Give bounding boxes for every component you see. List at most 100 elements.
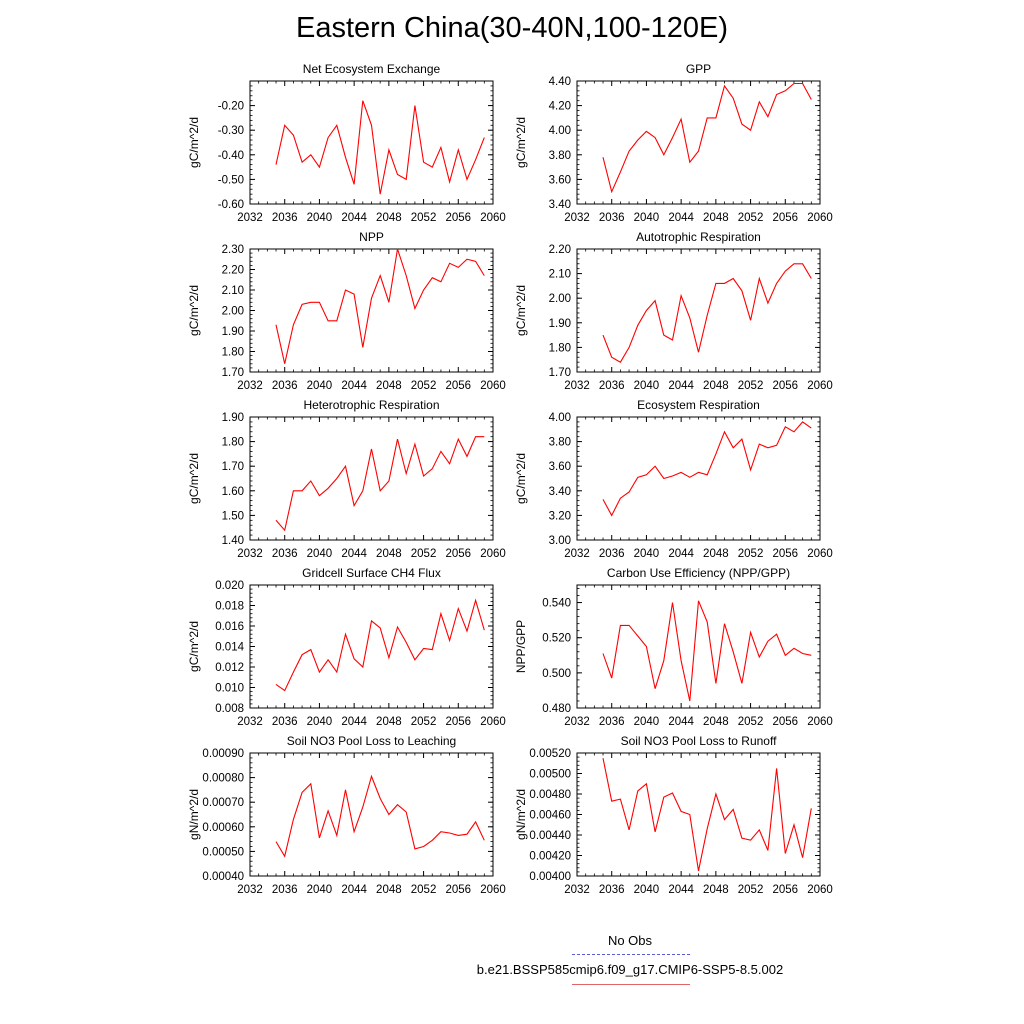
y-tick-label: 2.20: [222, 265, 244, 277]
x-tick-label: 2052: [738, 212, 764, 224]
x-tick-label: 2036: [272, 884, 298, 896]
series-line: [275, 248, 485, 364]
y-tick-label: 3.80: [549, 437, 571, 449]
series-line: [602, 600, 812, 702]
panel-title: Soil NO3 Pool Loss to Runoff: [621, 734, 778, 748]
x-tick-label: 2040: [307, 380, 333, 392]
y-tick-label: 1.80: [549, 342, 571, 354]
x-tick-label: 2040: [634, 548, 660, 560]
x-tick-label: 2040: [307, 212, 333, 224]
x-tick-label: 2048: [703, 548, 729, 560]
x-tick-label: 2036: [599, 884, 625, 896]
page-title: Eastern China(30-40N,100-120E): [295, 12, 729, 44]
y-tick-label: 0.018: [215, 601, 244, 613]
x-tick-label: 2032: [237, 884, 263, 896]
x-tick-label: 2040: [307, 884, 333, 896]
y-tick-label: 1.40: [222, 535, 244, 547]
y-tick-label: -0.20: [218, 101, 244, 113]
panel-title: GPP: [686, 62, 711, 76]
x-tick-label: 2048: [376, 548, 402, 560]
chart-panel-2: GPP gC/m^2/d 2032 2036 2040 2044 2048 2052 2056 2…: [514, 62, 833, 224]
y-tick-label: -0.50: [218, 174, 244, 186]
chart-panel-9: Soil NO3 Pool Loss to Leaching gN/m^2/d 20…: [187, 734, 506, 896]
x-tick-label: 2044: [668, 212, 694, 224]
y-tick-label: 0.00480: [529, 789, 571, 801]
legend-obs-line: [572, 954, 690, 955]
x-tick-label: 2040: [307, 716, 333, 728]
y-tick-label: -0.60: [218, 199, 244, 211]
x-tick-label: 2060: [807, 212, 833, 224]
panel-title: NPP: [359, 230, 384, 244]
x-tick-label: 2052: [738, 716, 764, 728]
x-tick-label: 2048: [703, 380, 729, 392]
y-axis-label: gC/m^2/d: [187, 621, 201, 672]
y-tick-label: 2.30: [222, 244, 244, 256]
x-tick-label: 2032: [237, 212, 263, 224]
x-tick-label: 2036: [272, 716, 298, 728]
y-tick-label: 0.020: [215, 580, 244, 592]
y-axis-label: gC/m^2/d: [514, 453, 528, 504]
x-tick-label: 2056: [445, 548, 471, 560]
x-tick-label: 2032: [564, 884, 590, 896]
y-tick-label: 0.008: [215, 703, 244, 715]
series-line: [275, 598, 485, 692]
legend-case-line: [572, 984, 690, 985]
y-tick-label: 2.00: [222, 306, 244, 318]
x-tick-label: 2056: [445, 884, 471, 896]
x-tick-label: 2056: [772, 548, 798, 560]
chart-panel-5: Heterotrophic Respiration gC/m^2/d 2032 203…: [187, 398, 506, 560]
x-tick-label: 2060: [807, 548, 833, 560]
y-tick-label: 0.014: [215, 642, 244, 654]
x-tick-label: 2048: [703, 716, 729, 728]
chart-panel-10: Soil NO3 Pool Loss to Runoff gN/m^2/d 2032…: [514, 734, 833, 896]
panel-title: Heterotrophic Respiration: [303, 398, 439, 412]
y-tick-label: 0.00050: [202, 846, 244, 858]
panel-title: Gridcell Surface CH4 Flux: [302, 566, 441, 580]
x-tick-label: 2052: [738, 380, 764, 392]
y-tick-label: 1.80: [222, 347, 244, 359]
plot-frame: [576, 752, 821, 877]
series-line: [602, 757, 812, 872]
y-tick-label: 3.60: [549, 461, 571, 473]
y-tick-label: 0.00090: [202, 748, 244, 760]
y-tick-label: -0.40: [218, 150, 244, 162]
chart-panel-3: NPP gC/m^2/d 2032 2036 2040 2044 2048 2052 2056 2…: [187, 230, 506, 392]
y-tick-label: 3.60: [549, 174, 571, 186]
y-tick-label: 1.70: [222, 461, 244, 473]
x-tick-label: 2036: [272, 212, 298, 224]
x-tick-label: 2060: [480, 212, 506, 224]
y-tick-label: 1.90: [222, 412, 244, 424]
y-axis-label: gC/m^2/d: [187, 117, 201, 168]
y-axis-label: gC/m^2/d: [514, 285, 528, 336]
x-tick-label: 2036: [599, 548, 625, 560]
y-tick-label: 2.10: [549, 269, 571, 281]
x-tick-label: 2052: [738, 548, 764, 560]
y-tick-label: 0.540: [542, 598, 571, 610]
y-axis-label: gC/m^2/d: [187, 285, 201, 336]
series-line: [275, 436, 485, 532]
x-tick-label: 2048: [376, 212, 402, 224]
x-tick-label: 2032: [564, 716, 590, 728]
x-tick-label: 2056: [445, 716, 471, 728]
plot-frame: [576, 80, 821, 205]
panel-title: Net Ecosystem Exchange: [303, 62, 441, 76]
y-tick-label: 0.480: [542, 703, 571, 715]
y-tick-label: 4.00: [549, 412, 571, 424]
y-tick-label: 0.00040: [202, 871, 244, 883]
x-tick-label: 2060: [807, 716, 833, 728]
y-axis-label: NPP/GPP: [514, 620, 528, 673]
y-tick-label: 1.80: [222, 437, 244, 449]
x-tick-label: 2052: [738, 884, 764, 896]
y-tick-label: 0.00440: [529, 830, 571, 842]
y-tick-label: 0.00080: [202, 773, 244, 785]
x-tick-label: 2032: [237, 716, 263, 728]
legend-obs-label: No Obs: [607, 933, 653, 948]
x-tick-label: 2048: [376, 716, 402, 728]
y-tick-label: 0.00500: [529, 769, 571, 781]
x-tick-label: 2044: [341, 212, 367, 224]
y-tick-label: 0.00460: [529, 810, 571, 822]
series-line: [602, 263, 812, 363]
x-tick-label: 2052: [411, 380, 437, 392]
series-line: [602, 82, 812, 194]
chart-panel-6: Ecosystem Respiration gC/m^2/d 2032 2036 204…: [514, 398, 833, 560]
